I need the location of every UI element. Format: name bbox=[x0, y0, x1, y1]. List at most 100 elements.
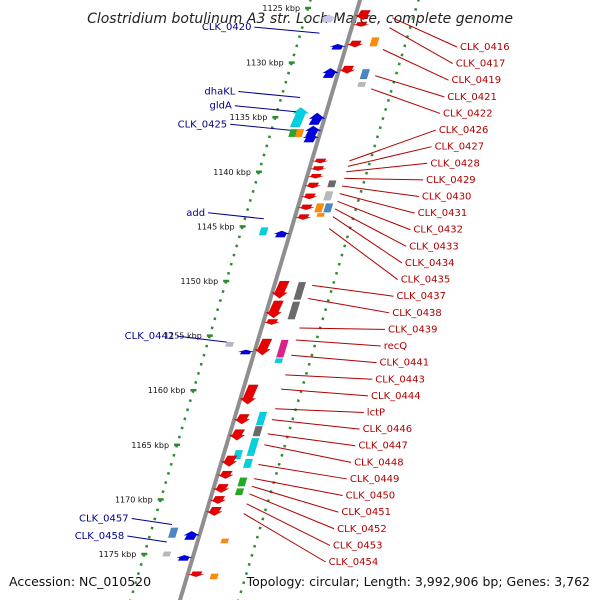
right-gene-label: CLK_0421 bbox=[447, 92, 497, 103]
feature-box bbox=[225, 341, 235, 347]
reverse-gene-arrow bbox=[312, 158, 329, 164]
map-title: Clostridium botulinum A3 str. Loch Maree… bbox=[87, 11, 513, 27]
ruler-track-right bbox=[237, 0, 420, 600]
forward-gene-arrow bbox=[273, 230, 290, 238]
right-label-leader bbox=[332, 216, 403, 264]
right-gene-label: lctP bbox=[367, 407, 385, 418]
feature-box bbox=[255, 411, 268, 426]
right-gene-label: CLK_0426 bbox=[439, 125, 489, 136]
right-label-leader bbox=[271, 419, 360, 430]
right-label-leader bbox=[346, 162, 428, 173]
right-label-leader bbox=[382, 49, 449, 81]
reverse-gene-arrow bbox=[263, 318, 280, 325]
backbone-line bbox=[177, 0, 363, 600]
kbp-tick-label: 1145 kbp bbox=[197, 222, 235, 231]
right-label-leader bbox=[374, 75, 445, 98]
right-gene-label: CLK_0417 bbox=[456, 59, 506, 70]
right-label-leader bbox=[246, 503, 331, 546]
feature-box bbox=[287, 301, 301, 320]
kbp-tick-label: 1150 kbp bbox=[180, 277, 218, 286]
reverse-gene-arrow bbox=[212, 483, 230, 494]
right-gene-label: CLK_0438 bbox=[392, 308, 442, 319]
right-gene-label: CLK_0434 bbox=[405, 258, 455, 269]
forward-gene-arrow bbox=[289, 107, 310, 128]
feature-box bbox=[234, 488, 245, 496]
reverse-gene-arrow bbox=[346, 40, 363, 48]
ruler-track-left bbox=[129, 0, 312, 600]
left-gene-label: CLK_0420 bbox=[202, 22, 252, 33]
right-label-leader bbox=[251, 485, 339, 513]
right-gene-label: CLK_0450 bbox=[346, 491, 396, 502]
right-label-leader bbox=[392, 17, 458, 48]
left-label-leader bbox=[131, 518, 173, 526]
right-gene-label: CLK_0427 bbox=[435, 142, 485, 153]
right-gene-label: CLK_0430 bbox=[422, 192, 472, 203]
right-gene-label: CLK_0435 bbox=[401, 275, 451, 286]
right-label-leader bbox=[258, 463, 347, 480]
feature-box bbox=[167, 527, 179, 538]
feature-box bbox=[220, 538, 230, 544]
right-gene-label: CLK_0429 bbox=[426, 175, 476, 186]
reverse-gene-arrow bbox=[264, 300, 284, 319]
reverse-gene-arrow bbox=[352, 21, 370, 27]
right-gene-label: CLK_0447 bbox=[358, 441, 408, 452]
left-gene-label: dhaKL bbox=[204, 87, 235, 98]
left-gene-label: CLK_0425 bbox=[178, 119, 228, 130]
left-label-leader bbox=[230, 123, 291, 131]
left-label-leader bbox=[208, 212, 264, 220]
right-gene-label: CLK_0432 bbox=[413, 225, 463, 236]
left-label-leader bbox=[234, 105, 296, 113]
reverse-gene-arrow bbox=[232, 413, 251, 425]
feature-box bbox=[369, 37, 380, 47]
right-gene-label: CLK_0453 bbox=[333, 540, 383, 551]
right-label-leader bbox=[291, 354, 377, 364]
right-label-leader bbox=[339, 193, 415, 214]
kbp-tick-label: 1125 kbp bbox=[262, 4, 300, 13]
reverse-gene-arrow bbox=[307, 173, 324, 179]
feature-box bbox=[316, 213, 326, 217]
right-gene-label: CLK_0449 bbox=[350, 474, 400, 485]
feature-box bbox=[323, 203, 334, 213]
feature-box bbox=[246, 437, 260, 456]
forward-gene-arrow bbox=[302, 133, 320, 143]
right-gene-label: CLK_0448 bbox=[354, 457, 404, 468]
left-gene-label: add bbox=[186, 208, 205, 219]
reverse-gene-arrow bbox=[209, 495, 227, 505]
reverse-gene-arrow bbox=[294, 214, 312, 221]
feature-box bbox=[275, 339, 289, 358]
left-gene-label: gldA bbox=[209, 101, 231, 112]
reverse-gene-arrow bbox=[253, 338, 273, 356]
kbp-tick-label: 1175 kbp bbox=[99, 550, 137, 559]
right-label-leader bbox=[249, 493, 335, 530]
right-gene-label: CLK_0419 bbox=[452, 75, 502, 86]
right-label-leader bbox=[344, 177, 424, 181]
kbp-tick-label: 1165 kbp bbox=[131, 441, 169, 450]
feature-box bbox=[293, 281, 307, 300]
right-label-leader bbox=[285, 374, 373, 380]
reverse-gene-arrow bbox=[187, 571, 204, 578]
forward-gene-arrow bbox=[320, 14, 337, 23]
reverse-gene-arrow bbox=[301, 193, 318, 200]
feature-box bbox=[314, 203, 325, 213]
reverse-gene-arrow bbox=[220, 455, 238, 467]
right-label-leader bbox=[349, 129, 436, 162]
right-gene-label: CLK_0452 bbox=[337, 524, 387, 535]
forward-gene-arrow bbox=[183, 530, 200, 541]
feature-box bbox=[357, 82, 367, 87]
reverse-gene-arrow bbox=[304, 182, 321, 189]
kbp-tick-label: 1155 kbp bbox=[164, 332, 202, 341]
reverse-gene-arrow bbox=[206, 506, 223, 517]
right-label-leader bbox=[264, 444, 352, 463]
forward-gene-arrow bbox=[329, 43, 346, 50]
kbp-tick-label: 1160 kbp bbox=[148, 386, 186, 395]
right-label-leader bbox=[295, 339, 381, 347]
feature-box bbox=[294, 128, 305, 138]
forward-gene-arrow bbox=[176, 554, 193, 561]
right-gene-label: CLK_0428 bbox=[430, 158, 480, 169]
right-label-leader bbox=[312, 284, 394, 297]
right-gene-label: CLK_0431 bbox=[418, 208, 468, 219]
kbp-tick-label: 1140 kbp bbox=[213, 168, 251, 177]
right-gene-label: CLK_0443 bbox=[375, 374, 425, 385]
right-gene-label: CLK_0437 bbox=[396, 291, 446, 302]
